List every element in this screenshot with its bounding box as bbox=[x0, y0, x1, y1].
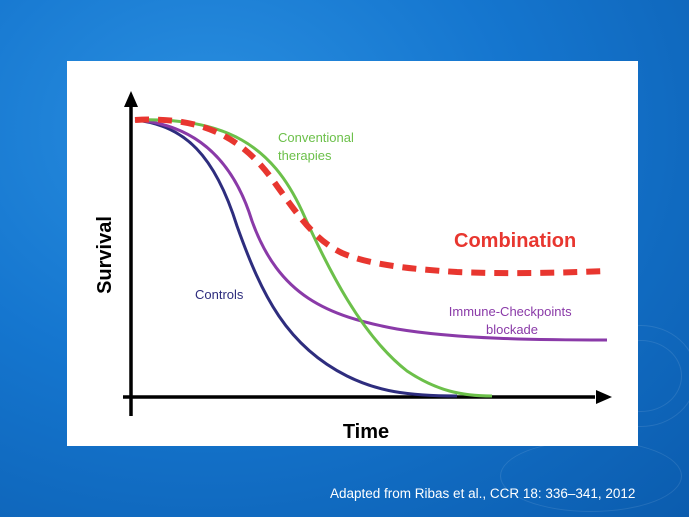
ripple-decoration bbox=[500, 440, 682, 512]
conventional-therapies-label: Conventional therapies bbox=[278, 130, 358, 163]
y-axis-label: Survival bbox=[94, 216, 116, 294]
x-axis-arrowhead bbox=[596, 390, 612, 404]
x-axis-label: Time bbox=[343, 421, 389, 443]
combination-curve bbox=[134, 116, 608, 277]
controls-curve bbox=[134, 118, 458, 398]
immune-checkpoints-label: Immune-Checkpoints blockade bbox=[449, 304, 575, 337]
y-axis-arrowhead bbox=[124, 91, 138, 107]
survival-diagram: Survival Time Conventional therapies Com… bbox=[94, 91, 612, 443]
immune-checkpoints-curve bbox=[134, 118, 608, 342]
conventional-therapies-curve bbox=[134, 118, 493, 398]
citation-text: Adapted from Ribas et al., CCR 18: 336–3… bbox=[330, 486, 636, 501]
combination-label: Combination bbox=[454, 230, 576, 252]
figure-panel: Survival Time Conventional therapies Com… bbox=[67, 61, 638, 446]
controls-label: Controls bbox=[195, 287, 244, 302]
